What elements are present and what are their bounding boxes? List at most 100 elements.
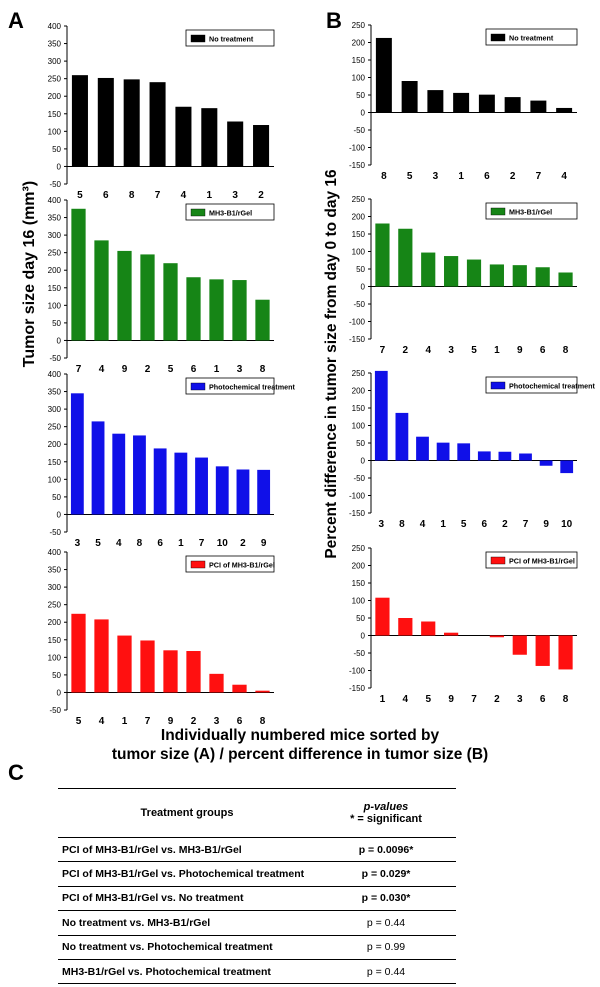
y-tick-label: 0 (361, 283, 366, 292)
y-tick-label: 250 (352, 544, 366, 553)
y-tick-label: -50 (49, 180, 61, 189)
y-tick-label: 50 (52, 671, 61, 680)
x-tick-label: 7 (523, 519, 529, 530)
bar-b-mh3-b1-rgel (398, 228, 413, 287)
x-tick-label: 8 (129, 190, 135, 201)
x-tick-label: 3 (379, 519, 385, 530)
p-value: p = 0.44 (316, 910, 456, 936)
y-tick-label: -150 (349, 509, 366, 518)
x-tick-label: 4 (181, 190, 187, 201)
y-tick-label: 50 (52, 493, 61, 502)
x-tick-label: 4 (99, 364, 105, 375)
legend-box-a-no-treatment (185, 29, 275, 47)
panel-label-c: C (8, 760, 24, 785)
legend-swatch-a-no-treatment (190, 34, 206, 43)
y-tick-label: 0 (361, 109, 366, 118)
y-tick-label: 350 (48, 40, 62, 49)
bar-a-no-treatment (175, 106, 192, 167)
y-tick-label: 150 (48, 636, 62, 645)
bar-a-photochemical-treatment (236, 469, 250, 515)
bar-b-photochemical-treatment (436, 442, 450, 461)
bar-a-photochemical-treatment (112, 433, 126, 515)
p-value-table: Treatment groups p-values * = significan… (58, 788, 456, 985)
legend-box-b-pci-of-mh3-b1-rgel (485, 551, 578, 569)
bar-b-photochemical-treatment (395, 412, 409, 461)
y-tick-label: 50 (356, 91, 365, 100)
x-tick-label: 2 (494, 694, 500, 705)
bar-b-pci-of-mh3-b1-rgel (558, 635, 573, 670)
bar-b-pci-of-mh3-b1-rgel (489, 635, 504, 638)
bar-b-no-treatment (375, 37, 392, 113)
x-tick-label: 7 (471, 694, 477, 705)
x-tick-label: 5 (471, 345, 477, 356)
y-tick-label: -50 (353, 649, 365, 658)
bar-b-mh3-b1-rgel (444, 256, 459, 287)
y-tick-label: 200 (48, 440, 62, 449)
y-tick-label: 0 (361, 457, 366, 466)
legend-swatch-b-no-treatment (490, 33, 506, 42)
x-tick-label: 6 (103, 190, 109, 201)
bar-b-pci-of-mh3-b1-rgel (512, 635, 527, 655)
x-tick-label: 7 (145, 716, 151, 727)
y-tick-label: 250 (48, 601, 62, 610)
bar-b-pci-of-mh3-b1-rgel (375, 597, 390, 636)
bar-a-no-treatment (201, 108, 218, 167)
y-tick-label: 0 (57, 336, 62, 345)
x-tick-label: 9 (122, 364, 128, 375)
x-tick-label: 1 (494, 345, 500, 356)
bar-a-photochemical-treatment (174, 452, 188, 515)
x-caption-line2: tumor size (A) / percent difference in t… (111, 746, 489, 763)
bar-b-pci-of-mh3-b1-rgel (444, 632, 459, 636)
x-tick-label: 4 (425, 345, 431, 356)
x-tick-label: 2 (258, 190, 264, 201)
legend-swatch-a-pci-of-mh3-b1-rgel (190, 560, 206, 569)
y-tick-label: 50 (52, 319, 61, 328)
x-tick-label: 6 (540, 345, 546, 356)
bar-a-mh3-b1-rgel (209, 279, 224, 341)
treatment-comparison: No treatment vs. MH3-B1/rGel (58, 910, 316, 936)
table-row: PCI of MH3-B1/rGel vs. No treatment p = 0… (58, 886, 456, 912)
y-tick-label: 50 (356, 439, 365, 448)
bar-b-no-treatment (478, 94, 495, 113)
y-tick-label: -50 (353, 300, 365, 309)
table-row: PCI of MH3-B1/rGel vs. MH3-B1/rGel p = 0.… (58, 837, 456, 863)
x-tick-label: 1 (122, 716, 128, 727)
y-tick-label: 150 (48, 110, 62, 119)
y-tick-label: 0 (57, 162, 62, 171)
y-tick-label: 400 (48, 196, 62, 205)
y-tick-label: 200 (352, 39, 366, 48)
x-tick-label: 8 (260, 364, 266, 375)
legend-label-a-no-treatment: No treatment (209, 35, 254, 44)
x-tick-label: 2 (240, 538, 246, 549)
legend-box-b-photochemical-treatment (485, 376, 578, 394)
bar-b-no-treatment (427, 90, 444, 113)
y-tick-label: 200 (48, 618, 62, 627)
y-tick-label: 200 (352, 387, 366, 396)
x-tick-label: 6 (540, 694, 546, 705)
bar-b-mh3-b1-rgel (375, 223, 390, 287)
y-tick-label: -50 (49, 528, 61, 537)
y-tick-label: -50 (353, 474, 365, 483)
y-tick-label: -50 (353, 126, 365, 135)
y-tick-label: 250 (352, 195, 366, 204)
x-tick-label: 9 (168, 716, 174, 727)
bar-a-photochemical-treatment (91, 421, 105, 515)
y-tick-label: 250 (48, 423, 62, 432)
bar-a-pci-of-mh3-b1-rgel (163, 650, 178, 693)
x-tick-label: 3 (232, 190, 238, 201)
bar-b-photochemical-treatment (477, 451, 491, 461)
bar-b-no-treatment (556, 107, 573, 113)
y-tick-label: 0 (361, 632, 366, 641)
y-tick-label: 50 (356, 265, 365, 274)
y-tick-label: 200 (48, 92, 62, 101)
bar-a-no-treatment (97, 77, 114, 167)
table-row: No treatment vs. Photochemical treatment… (58, 935, 456, 960)
bar-a-pci-of-mh3-b1-rgel (186, 651, 201, 693)
legend-swatch-a-photochemical-treatment (190, 382, 206, 391)
bar-a-pci-of-mh3-b1-rgel (232, 684, 247, 693)
y-tick-label: -100 (349, 144, 366, 153)
y-tick-label: 200 (352, 562, 366, 571)
bar-a-mh3-b1-rgel (186, 277, 201, 341)
x-tick-label: 8 (563, 694, 569, 705)
x-tick-label: 2 (191, 716, 197, 727)
